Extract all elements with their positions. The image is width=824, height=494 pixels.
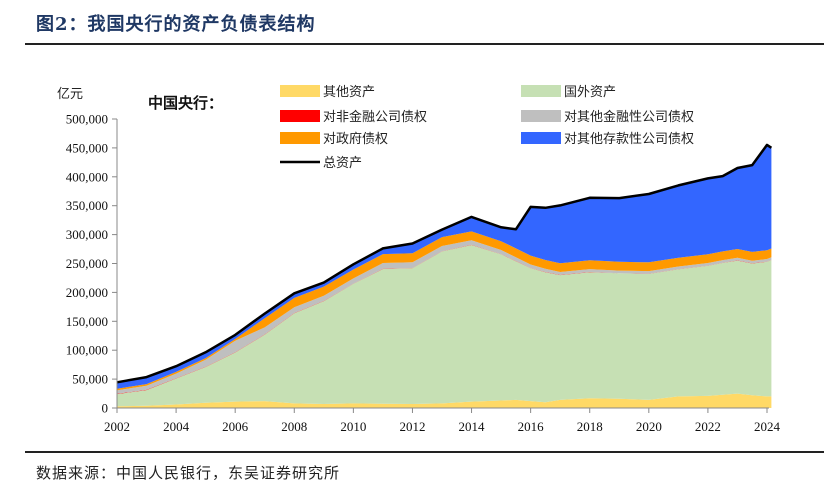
y-tick-label: 100,000	[66, 343, 108, 358]
y-tick-label: 0	[102, 401, 109, 416]
y-tick-label: 300,000	[66, 227, 108, 242]
legend-swatch	[280, 85, 320, 97]
legend-label: 对非金融公司债权	[323, 109, 427, 125]
legend-label: 对政府债权	[323, 131, 388, 147]
chart-inset-title: 中国央行：	[148, 94, 223, 112]
figure-title: 图2：我国央行的资产负债表结构	[36, 14, 316, 35]
x-tick-label: 2022	[695, 419, 721, 434]
x-tick-label: 2008	[281, 419, 307, 434]
x-tick-label: 2018	[577, 419, 603, 434]
x-tick-label: 2012	[399, 419, 425, 434]
stacked-area-chart: 0 50,000 100,000 150,000 200,000 250,000 300,0…	[57, 85, 781, 434]
x-tick-label: 2010	[340, 419, 366, 434]
x-tick-label: 2014	[459, 419, 486, 434]
legend-swatch	[521, 85, 561, 97]
title-divider	[25, 43, 824, 45]
legend-swatch	[280, 132, 320, 144]
legend-label: 对其他存款性公司债权	[564, 131, 694, 147]
x-ticks: 2002 2004 2006 2008 2010 2012 2014 2016 2018 2020…	[104, 408, 781, 434]
total-assets-line	[116, 143, 773, 384]
x-tick-label: 2004	[163, 419, 190, 434]
total-line-group	[116, 143, 773, 384]
source-note: 数据来源：中国人民银行，东吴证券研究所	[36, 464, 341, 482]
x-tick-label: 2020	[636, 419, 662, 434]
legend-label: 国外资产	[564, 85, 616, 100]
y-axis-unit: 亿元	[57, 87, 83, 102]
legend-label: 其他资产	[323, 85, 375, 100]
y-tick-label: 500,000	[66, 112, 108, 127]
area-series-1	[117, 245, 772, 407]
x-tick-label: 2006	[222, 419, 249, 434]
y-tick-label: 250,000	[66, 256, 108, 271]
x-tick-label: 2016	[518, 419, 545, 434]
legend-label: 对其他金融性公司债权	[564, 109, 694, 125]
y-tick-label: 450,000	[66, 140, 108, 155]
footer-divider	[25, 451, 824, 453]
legend-label: 总资产	[323, 156, 362, 171]
y-tick-label: 350,000	[66, 198, 108, 213]
legend-swatch	[521, 110, 561, 122]
area-series-5	[117, 145, 772, 389]
y-tick-label: 50,000	[72, 372, 108, 387]
area-series-0	[117, 393, 772, 408]
x-tick-label: 2024	[754, 419, 781, 434]
y-tick-label: 400,000	[66, 169, 108, 184]
y-tick-label: 150,000	[66, 314, 108, 329]
legend-swatch	[521, 132, 561, 144]
x-tick-label: 2002	[104, 419, 130, 434]
y-ticks: 0 50,000 100,000 150,000 200,000 250,000 300,0…	[66, 112, 117, 416]
area-layers	[117, 145, 772, 408]
y-tick-label: 200,000	[66, 285, 108, 300]
legend-swatch	[280, 110, 320, 122]
